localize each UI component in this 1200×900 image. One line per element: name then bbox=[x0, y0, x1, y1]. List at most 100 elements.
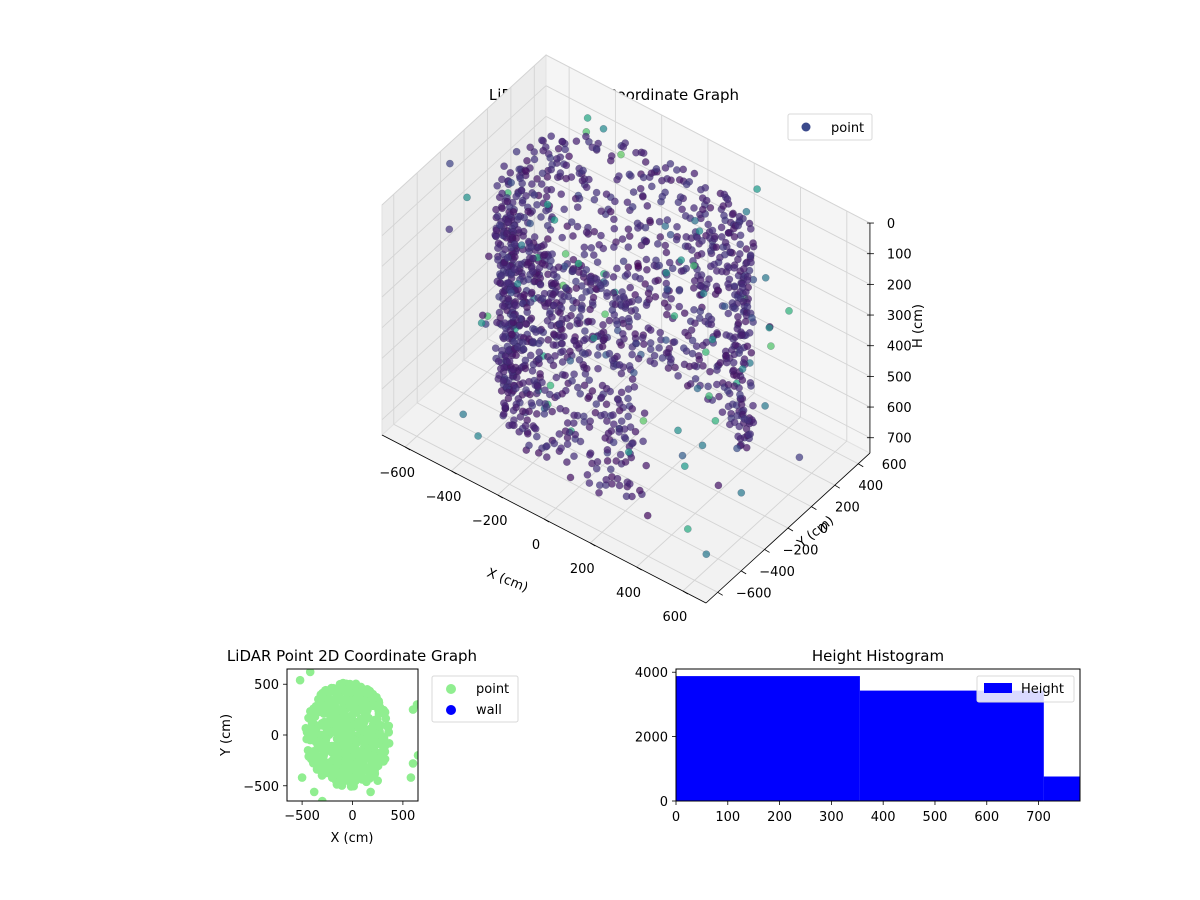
x-tick-label: 0 bbox=[672, 810, 680, 825]
lidar-point bbox=[517, 241, 526, 249]
lidar-point bbox=[735, 422, 744, 431]
lidar-point bbox=[522, 167, 530, 176]
lidar-point bbox=[687, 326, 696, 334]
lidar-point bbox=[624, 263, 633, 272]
x-tick-label: −600 bbox=[379, 466, 415, 481]
x-tick-label: 100 bbox=[715, 810, 740, 825]
lidar-point bbox=[551, 352, 559, 360]
lidar-point bbox=[459, 410, 468, 419]
lidar-point bbox=[521, 364, 530, 373]
lidar-point bbox=[523, 429, 532, 438]
lidar-point bbox=[620, 433, 629, 442]
lidar-point bbox=[604, 429, 613, 438]
lidar-point bbox=[730, 232, 739, 241]
lidar-point bbox=[463, 193, 471, 202]
y-tick bbox=[717, 591, 723, 596]
lidar-point bbox=[661, 241, 670, 250]
lidar-point bbox=[542, 453, 551, 461]
lidar-point bbox=[573, 383, 582, 392]
point-2d bbox=[358, 726, 367, 736]
lidar-point bbox=[613, 474, 622, 483]
lidar-point bbox=[661, 164, 670, 172]
lidar-point bbox=[795, 453, 804, 462]
lidar-point bbox=[536, 326, 544, 335]
lidar-point bbox=[634, 354, 643, 363]
chart-2d-title: LiDAR Point 2D Coordinate Graph bbox=[227, 647, 477, 665]
lidar-point bbox=[658, 176, 666, 185]
lidar-point bbox=[639, 149, 648, 157]
point-2d bbox=[309, 787, 319, 797]
grid-line bbox=[381, 54, 547, 206]
point-2d bbox=[339, 748, 348, 757]
lidar-point bbox=[580, 250, 589, 259]
point-2d bbox=[376, 730, 385, 740]
y-tick bbox=[811, 506, 817, 510]
lidar-point bbox=[504, 294, 512, 303]
lidar-point bbox=[530, 191, 539, 199]
lidar-point bbox=[718, 267, 726, 276]
point-2d bbox=[305, 669, 315, 677]
lidar-point bbox=[624, 314, 633, 323]
lidar-point bbox=[641, 223, 650, 232]
lidar-point bbox=[557, 190, 566, 199]
lidar-point bbox=[590, 195, 599, 204]
lidar-point bbox=[503, 254, 512, 262]
lidar-point bbox=[571, 430, 580, 439]
lidar-point bbox=[636, 184, 645, 193]
lidar-point bbox=[583, 114, 592, 122]
lidar-point bbox=[550, 439, 559, 448]
lidar-point bbox=[639, 437, 647, 446]
lidar-point bbox=[630, 383, 639, 391]
lidar-point bbox=[631, 330, 640, 338]
lidar-point bbox=[628, 439, 636, 448]
chart-2d-ylabel: Y (cm) bbox=[219, 714, 234, 757]
grid-line bbox=[440, 381, 765, 550]
lidar-point bbox=[728, 299, 737, 307]
lidar-point bbox=[560, 205, 569, 214]
lidar-point bbox=[518, 198, 527, 207]
lidar-point bbox=[498, 204, 507, 213]
lidar-point bbox=[525, 441, 533, 450]
lidar-point bbox=[570, 452, 578, 461]
histogram-legend: Height bbox=[976, 675, 1075, 703]
point-2d bbox=[316, 730, 326, 740]
lidar-point bbox=[698, 205, 707, 214]
lidar-point bbox=[691, 216, 699, 225]
lidar-point bbox=[509, 313, 517, 321]
lidar-point bbox=[642, 237, 651, 246]
lidar-point bbox=[524, 275, 533, 284]
x-tick bbox=[497, 494, 503, 499]
lidar-point bbox=[492, 205, 500, 214]
lidar-point bbox=[569, 419, 578, 427]
lidar-point bbox=[639, 340, 648, 349]
x-tick-label: 600 bbox=[974, 810, 999, 825]
lidar-point bbox=[572, 277, 580, 286]
lidar-point bbox=[544, 336, 553, 344]
lidar-point bbox=[706, 203, 715, 212]
lidar-point bbox=[713, 286, 722, 295]
lidar-point bbox=[499, 410, 508, 418]
lidar-point bbox=[595, 488, 603, 497]
lidar-point bbox=[550, 301, 558, 310]
lidar-point bbox=[628, 203, 637, 211]
lidar-point bbox=[547, 132, 556, 141]
lidar-point bbox=[528, 367, 537, 375]
lidar-point bbox=[635, 486, 644, 495]
point-2d bbox=[364, 701, 373, 710]
lidar-point bbox=[658, 354, 667, 362]
lidar-point bbox=[723, 262, 732, 271]
lidar-point bbox=[680, 462, 689, 471]
lidar-point bbox=[536, 369, 544, 378]
lidar-point bbox=[506, 168, 515, 177]
point-2d bbox=[328, 742, 337, 752]
lidar-point bbox=[743, 302, 752, 311]
lidar-point bbox=[698, 441, 707, 450]
legend-marker-point bbox=[446, 684, 456, 694]
lidar-point bbox=[523, 156, 531, 165]
lidar-point bbox=[542, 403, 551, 411]
lidar-point bbox=[683, 525, 692, 533]
histogram-bars bbox=[676, 676, 1080, 801]
lidar-point bbox=[550, 279, 558, 288]
point-2d bbox=[413, 751, 418, 760]
